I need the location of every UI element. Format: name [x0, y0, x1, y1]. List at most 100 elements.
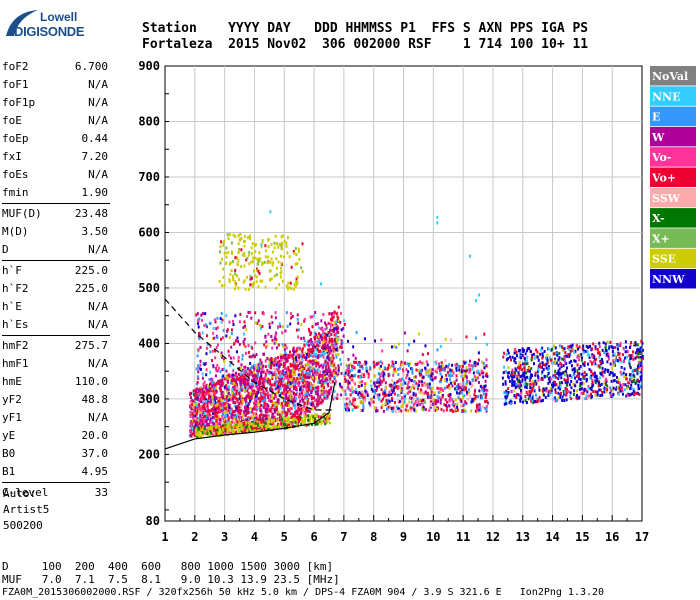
echo-point [219, 425, 222, 429]
echo-point [240, 424, 243, 428]
echo-point [252, 407, 255, 411]
echo-point [373, 395, 376, 399]
echo-point [223, 410, 226, 414]
echo-point [312, 418, 315, 422]
echo-point [513, 351, 516, 355]
echo-point [226, 233, 229, 237]
echo-point [281, 404, 284, 408]
echo-point [295, 418, 298, 422]
echo-point [284, 375, 287, 379]
echo-point [286, 251, 289, 255]
echo-point [454, 398, 457, 402]
echo-point [289, 378, 292, 382]
echo-point [301, 355, 304, 359]
echo-point [271, 261, 274, 265]
echo-point [213, 395, 216, 399]
echo-point [283, 348, 286, 352]
echo-point [256, 407, 259, 411]
echo-point [618, 352, 621, 356]
echo-point [464, 386, 467, 390]
echo-point [326, 369, 329, 373]
echo-point [220, 430, 223, 434]
echo-point [287, 408, 290, 412]
echo-point [581, 356, 584, 360]
echo-point [359, 400, 362, 404]
echo-point [306, 400, 309, 404]
echo-point [311, 397, 314, 401]
echo-point [266, 407, 269, 411]
echo-point [414, 362, 417, 366]
echo-point [282, 255, 285, 259]
echo-point [551, 347, 554, 351]
echo-point [276, 385, 279, 389]
echo-point [284, 343, 287, 347]
echo-point [203, 420, 206, 424]
echo-point [326, 382, 329, 386]
echo-point [582, 362, 585, 366]
echo-point [265, 410, 268, 414]
echo-point [283, 354, 286, 358]
echo-point [505, 358, 508, 362]
echo-point [300, 384, 303, 388]
echo-point [440, 361, 443, 365]
echo-point [279, 254, 282, 258]
echo-point [272, 418, 275, 422]
param-value: 225.0 [74, 282, 108, 295]
echo-point [248, 371, 251, 375]
echo-point [339, 311, 342, 315]
x-tick-label: 2 [191, 530, 198, 544]
echo-point [406, 362, 409, 366]
echo-point [484, 400, 487, 404]
echo-point [225, 246, 228, 250]
echo-point [587, 346, 590, 350]
echo-point [258, 417, 261, 421]
echo-point [294, 399, 297, 403]
echo-point [246, 404, 249, 408]
echo-point [304, 351, 307, 355]
param-row: fmin 1.90 [2, 184, 110, 202]
echo-point [312, 373, 315, 377]
echo-point [292, 394, 295, 398]
echo-point [257, 380, 260, 384]
echo-point [300, 323, 303, 327]
echo-point [636, 391, 639, 395]
echo-point [306, 398, 309, 402]
echo-point [287, 397, 290, 401]
echo-point [359, 365, 362, 369]
echo-point [331, 353, 334, 357]
echo-point [236, 375, 239, 379]
echo-point [243, 369, 246, 373]
echo-point [387, 399, 390, 403]
echo-point [243, 244, 246, 248]
echo-point [560, 376, 563, 380]
echo-point [254, 421, 257, 425]
echo-point [198, 366, 201, 370]
echo-point [410, 394, 413, 398]
echo-point [346, 407, 349, 411]
echo-point [374, 339, 377, 343]
echo-point [342, 319, 345, 323]
echo-point [238, 277, 241, 281]
echo-point [259, 358, 262, 362]
echo-point [458, 391, 461, 395]
param-value: N/A [88, 411, 108, 424]
echo-point [223, 377, 226, 381]
echo-point [329, 328, 332, 332]
echo-point [400, 399, 403, 403]
echo-point [275, 368, 278, 372]
echo-point [222, 393, 225, 397]
echo-point [566, 354, 569, 358]
echo-point [625, 394, 628, 398]
echo-point [221, 431, 224, 435]
echo-point [243, 373, 246, 377]
echo-point [214, 401, 217, 405]
echo-point [620, 365, 623, 369]
echo-point [537, 358, 540, 362]
echo-point [324, 373, 327, 377]
echo-point [274, 361, 277, 365]
echo-point [266, 391, 269, 395]
echo-point [237, 377, 240, 381]
echo-point [218, 427, 221, 431]
echo-point [393, 392, 396, 396]
echo-point [280, 401, 283, 405]
